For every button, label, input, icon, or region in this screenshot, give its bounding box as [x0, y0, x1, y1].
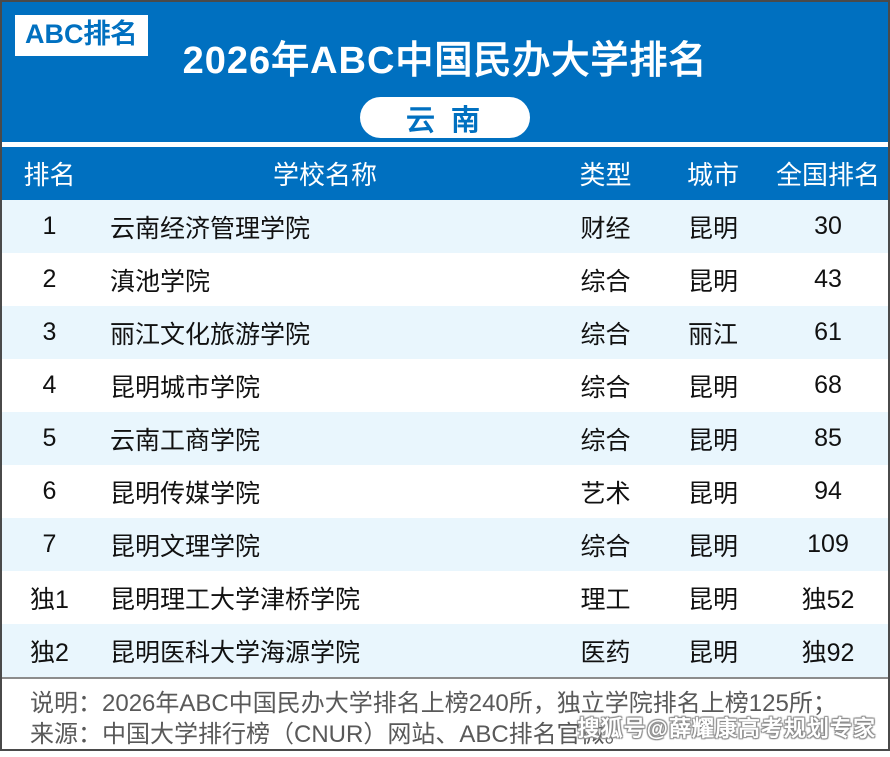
column-header-national-rank: 全国排名 — [775, 160, 880, 190]
cell-national-rank: 43 — [814, 265, 842, 293]
cell-type: 财经 — [580, 214, 631, 243]
cell-type: 综合 — [580, 267, 631, 296]
cell-rank: 7 — [42, 530, 57, 558]
table-body: 1 云南经济管理学院 财经 昆明 30 2 滇池学院 综合 昆明 43 3 丽江… — [2, 200, 888, 677]
cell-city: 昆明 — [687, 426, 738, 455]
table-row: 4 昆明城市学院 综合 昆明 68 — [2, 359, 888, 412]
cell-type: 综合 — [580, 426, 631, 455]
cell-city: 昆明 — [687, 267, 738, 296]
column-header-type: 类型 — [579, 160, 632, 190]
cell-rank: 独2 — [30, 638, 69, 667]
cell-city: 丽江 — [687, 320, 738, 349]
column-header-city: 城市 — [686, 160, 739, 190]
cell-type: 医药 — [580, 638, 631, 667]
cell-rank: 4 — [42, 371, 57, 399]
cell-city: 昆明 — [687, 214, 738, 243]
ranking-table: 排名 学校名称 类型 城市 全国排名 1 云南经济管理学院 财经 昆明 30 2… — [2, 147, 888, 677]
cell-rank: 2 — [42, 265, 57, 293]
table-header-row: 排名 学校名称 类型 城市 全国排名 — [2, 147, 888, 200]
note-line: 说明：2026年ABC中国民办大学排名上榜240所，独立学院排名上榜125所； — [30, 690, 837, 717]
cell-school-name: 昆明文理学院 — [110, 532, 261, 561]
cell-type: 理工 — [580, 585, 631, 614]
cell-rank: 1 — [42, 212, 57, 240]
cell-national-rank: 68 — [814, 371, 842, 399]
table-row: 5 云南工商学院 综合 昆明 85 — [2, 412, 888, 465]
region-pill: 云 南 — [360, 97, 530, 138]
cell-national-rank: 94 — [814, 477, 842, 505]
cell-rank: 3 — [42, 318, 57, 346]
table-row: 6 昆明传媒学院 艺术 昆明 94 — [2, 465, 888, 518]
cell-school-name: 云南工商学院 — [110, 426, 261, 455]
cell-national-rank: 独92 — [801, 638, 855, 667]
cell-school-name: 昆明理工大学津桥学院 — [110, 585, 361, 614]
cell-national-rank: 109 — [807, 530, 849, 558]
cell-city: 昆明 — [687, 532, 738, 561]
page-title: 2026年ABC中国民办大学排名 — [182, 40, 708, 82]
cell-type: 综合 — [580, 320, 631, 349]
cell-type: 综合 — [580, 373, 631, 402]
cell-city: 昆明 — [687, 585, 738, 614]
table-row: 3 丽江文化旅游学院 综合 丽江 61 — [2, 306, 888, 359]
cell-school-name: 昆明医科大学海源学院 — [110, 638, 361, 667]
column-header-rank: 排名 — [23, 160, 76, 190]
table-row: 独2 昆明医科大学海源学院 医药 昆明 独92 — [2, 624, 888, 677]
cell-national-rank: 独52 — [801, 585, 855, 614]
banner: ABC排名 2026年ABC中国民办大学排名 云 南 — [2, 2, 888, 142]
cell-type: 综合 — [580, 532, 631, 561]
cell-city: 昆明 — [687, 373, 738, 402]
table-row: 2 滇池学院 综合 昆明 43 — [2, 253, 888, 306]
footer-divider — [2, 677, 888, 679]
cell-national-rank: 30 — [814, 212, 842, 240]
column-header-school: 学校名称 — [272, 160, 377, 190]
footer-notes: 说明：2026年ABC中国民办大学排名上榜240所，独立学院排名上榜125所； … — [2, 679, 888, 749]
abc-ranking-badge: ABC排名 — [15, 15, 148, 56]
cell-national-rank: 61 — [814, 318, 842, 346]
table-row: 1 云南经济管理学院 财经 昆明 30 — [2, 200, 888, 253]
banner-divider — [2, 142, 888, 147]
cell-type: 艺术 — [580, 479, 631, 508]
cell-rank: 6 — [42, 477, 57, 505]
watermark: 搜狐号@薛耀康高考规划专家 — [577, 716, 876, 741]
cell-school-name: 丽江文化旅游学院 — [110, 320, 311, 349]
cell-school-name: 昆明传媒学院 — [110, 479, 261, 508]
cell-rank: 独1 — [30, 585, 69, 614]
source-line: 来源：中国大学排行榜（CNUR）网站、ABC排名官微。 — [30, 721, 629, 748]
cell-school-name: 昆明城市学院 — [110, 373, 261, 402]
cell-rank: 5 — [42, 424, 57, 452]
cell-city: 昆明 — [687, 479, 738, 508]
cell-city: 昆明 — [687, 638, 738, 667]
cell-national-rank: 85 — [814, 424, 842, 452]
cell-school-name: 滇池学院 — [110, 267, 211, 296]
table-row: 7 昆明文理学院 综合 昆明 109 — [2, 518, 888, 571]
table-row: 独1 昆明理工大学津桥学院 理工 昆明 独52 — [2, 571, 888, 624]
cell-school-name: 云南经济管理学院 — [110, 214, 311, 243]
